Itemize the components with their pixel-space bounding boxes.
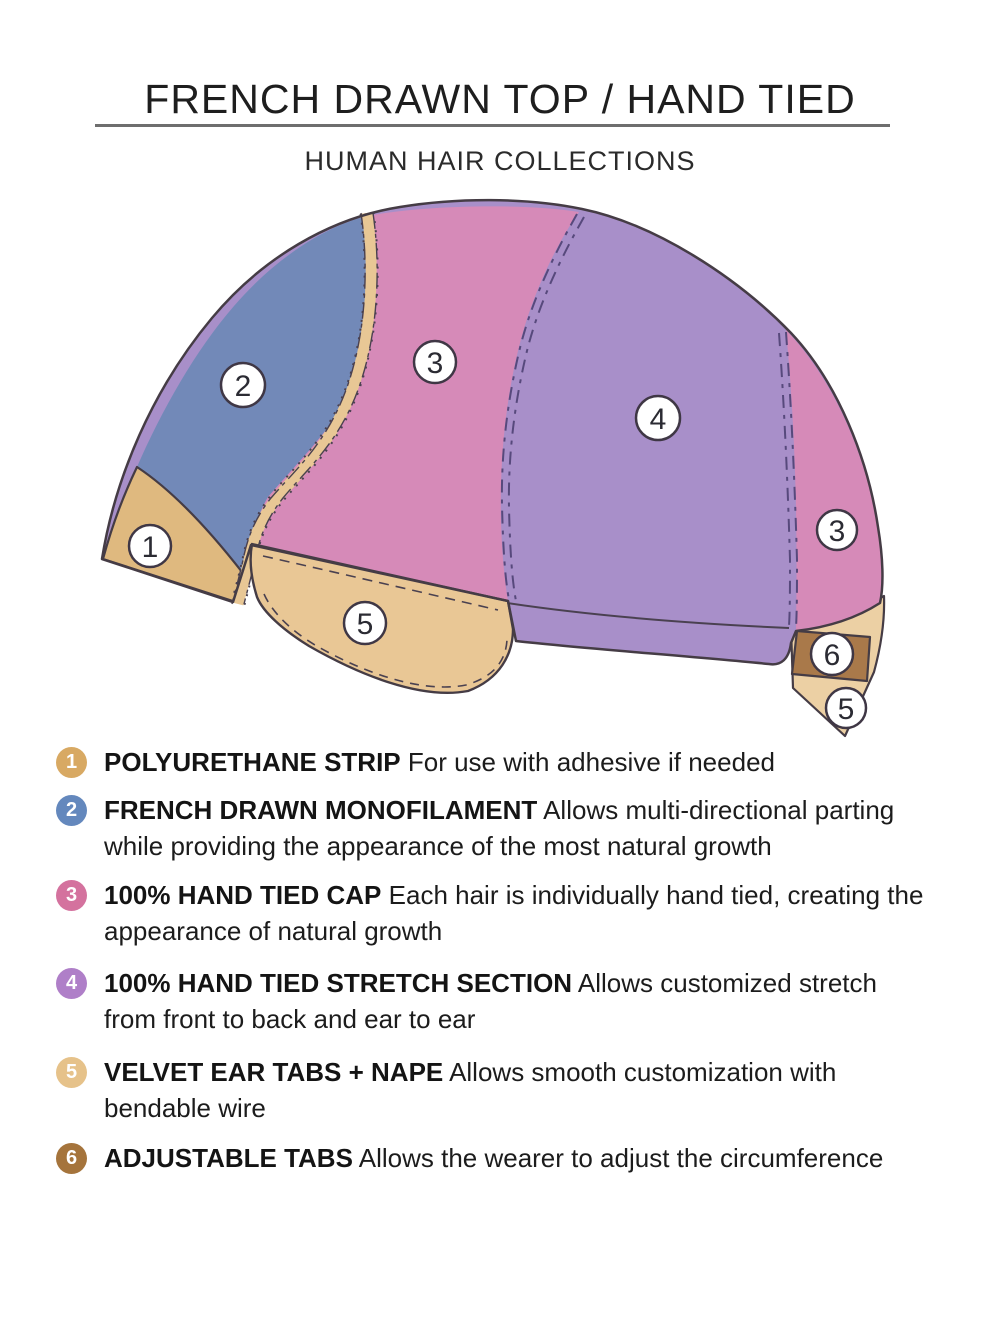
- legend-number-badge: 3: [56, 880, 87, 911]
- callout-3-back: 3: [815, 508, 859, 552]
- title-divider: [95, 124, 890, 127]
- legend-item-hand-tied-cap: 3 100% HAND TIED CAP Each hair is indivi…: [56, 877, 1000, 949]
- svg-text:6: 6: [824, 639, 841, 672]
- callout-2: 2: [219, 361, 267, 409]
- svg-text:3: 3: [829, 515, 846, 548]
- callout-5-ear: 5: [342, 600, 388, 646]
- callout-3-front: 3: [412, 339, 458, 385]
- legend-description: Each hair is individually hand tied, cre…: [104, 880, 924, 946]
- legend-number-badge: 6: [56, 1143, 87, 1174]
- legend-description: Allows the wearer to adjust the circumfe…: [358, 1143, 884, 1173]
- legend-item-polyurethane-strip: 1 POLYURETHANE STRIP For use with adhesi…: [56, 744, 775, 780]
- svg-text:3: 3: [427, 347, 444, 380]
- legend-label: 100% HAND TIED STRETCH SECTION: [104, 968, 573, 998]
- legend-label: 100% HAND TIED CAP: [104, 880, 382, 910]
- legend-number-badge: 1: [56, 747, 87, 778]
- region-hand-tied-back: [786, 330, 883, 631]
- region-hand-tied-front: [250, 206, 579, 601]
- callout-4: 4: [634, 394, 682, 442]
- svg-text:5: 5: [838, 693, 855, 726]
- legend-label: POLYURETHANE STRIP: [104, 747, 401, 777]
- svg-text:5: 5: [357, 608, 374, 641]
- dash-line-front: [500, 213, 585, 602]
- page-subtitle: HUMAN HAIR COLLECTIONS: [304, 146, 696, 176]
- legend-label: FRENCH DRAWN MONOFILAMENT: [104, 795, 538, 825]
- legend-text: ADJUSTABLE TABS Allows the wearer to adj…: [104, 1140, 883, 1176]
- legend-item-stretch-section: 4 100% HAND TIED STRETCH SECTION Allows …: [56, 965, 934, 1037]
- legend-text: VELVET EAR TABS + NAPE Allows smooth cus…: [104, 1054, 934, 1126]
- legend-number-badge: 4: [56, 968, 87, 999]
- callout-1: 1: [127, 523, 173, 569]
- callout-5-nape: 5: [824, 686, 868, 730]
- cap-outline: [100, 198, 884, 666]
- svg-text:4: 4: [650, 403, 667, 436]
- legend-number-badge: 5: [56, 1057, 87, 1088]
- legend-description: Allows smooth customization with bendabl…: [104, 1057, 837, 1123]
- legend-description: Allows multi-directional parting while p…: [104, 795, 895, 861]
- legend-text: 100% HAND TIED STRETCH SECTION Allows cu…: [104, 965, 934, 1037]
- legend-label: ADJUSTABLE TABS: [104, 1143, 353, 1173]
- svg-text:1: 1: [142, 531, 159, 564]
- callout-6: 6: [809, 631, 855, 677]
- legend-label: VELVET EAR TABS + NAPE: [104, 1057, 444, 1087]
- svg-text:2: 2: [235, 370, 252, 403]
- legend-item-velvet-ear-tabs: 5 VELVET EAR TABS + NAPE Allows smooth c…: [56, 1054, 934, 1126]
- legend-description: For use with adhesive if needed: [407, 747, 775, 777]
- legend-text: POLYURETHANE STRIP For use with adhesive…: [104, 744, 775, 780]
- cap-diagram: 1 2 3 4 3 5 6 5: [100, 198, 886, 738]
- legend-item-french-drawn-monofilament: 2 FRENCH DRAWN MONOFILAMENT Allows multi…: [56, 792, 934, 864]
- dash-line-back: [778, 331, 799, 629]
- legend-description: Allows customized stretch from front to …: [104, 968, 877, 1034]
- stretch-bottom-seam: [506, 602, 790, 629]
- page-title: FRENCH DRAWN TOP / HAND TIED: [144, 76, 856, 122]
- legend-item-adjustable-tabs: 6 ADJUSTABLE TABS Allows the wearer to a…: [56, 1140, 883, 1176]
- legend-text: FRENCH DRAWN MONOFILAMENT Allows multi-d…: [104, 792, 934, 864]
- ear-tab-stitching: [262, 555, 508, 688]
- legend-text: 100% HAND TIED CAP Each hair is individu…: [104, 877, 1000, 949]
- legend-number-badge: 2: [56, 795, 87, 826]
